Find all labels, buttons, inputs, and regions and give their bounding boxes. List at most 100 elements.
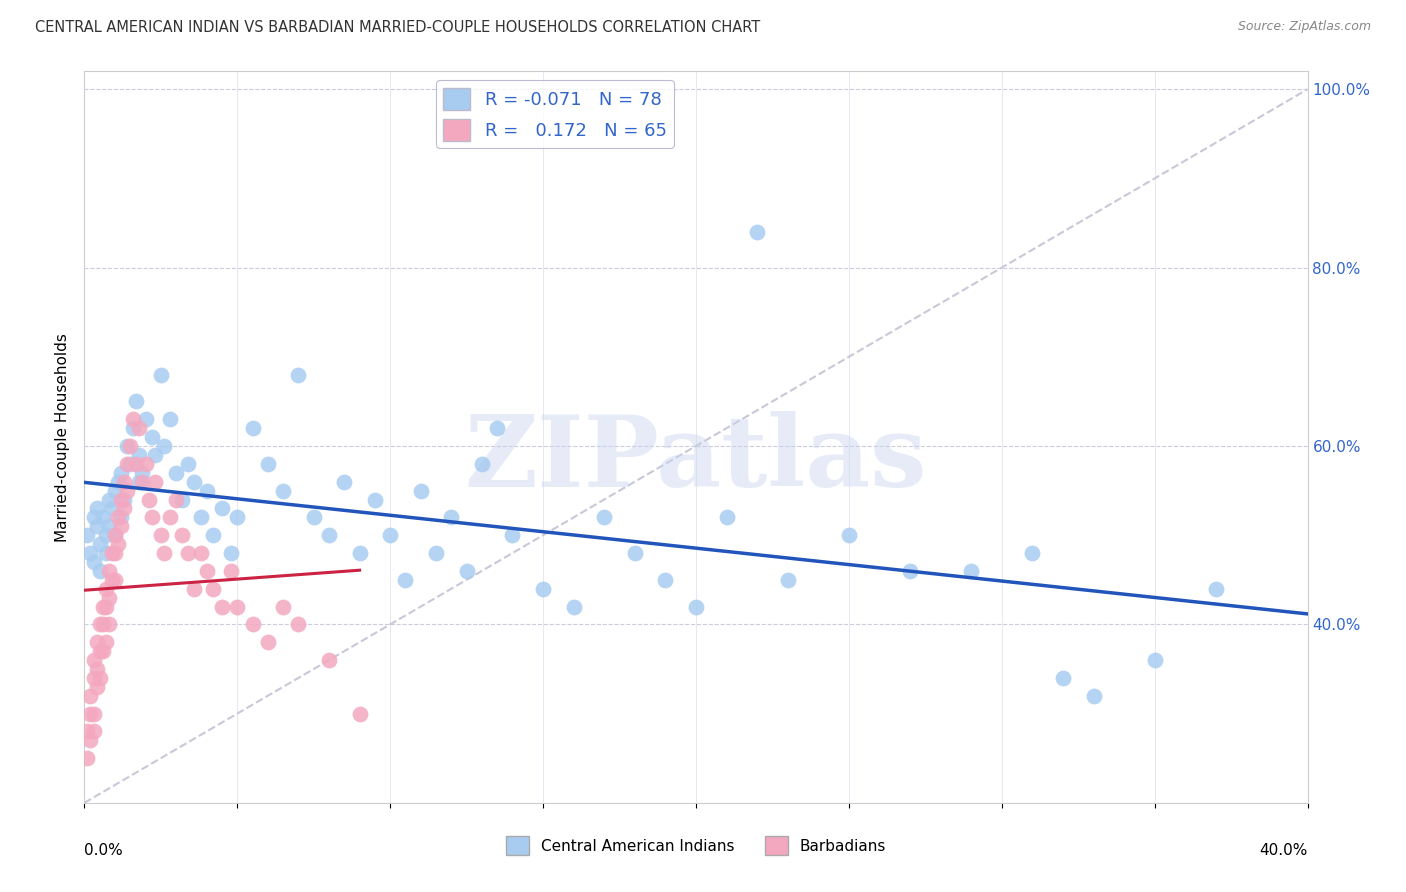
Point (89, 617, 111, 632)
Point (960, 564, 983, 578)
Point (83, 510, 105, 524)
Point (242, 421, 264, 435)
Point (471, 457, 494, 471)
Point (141, 430, 163, 444)
Legend: Central American Indians, Barbadians: Central American Indians, Barbadians (499, 830, 893, 861)
Point (195, 483, 218, 498)
Point (110, 466, 132, 480)
Point (153, 546, 176, 560)
Point (440, 510, 463, 524)
Point (125, 457, 148, 471)
Point (101, 573, 124, 587)
Point (183, 475, 205, 489)
Text: CENTRAL AMERICAN INDIAN VS BARBADIAN MARRIED-COUPLE HOUSEHOLDS CORRELATION CHART: CENTRAL AMERICAN INDIAN VS BARBADIAN MAR… (35, 20, 761, 35)
Point (110, 510, 132, 524)
Point (91, 617, 114, 632)
Point (1052, 671, 1074, 685)
Point (153, 439, 176, 453)
Point (135, 412, 157, 426)
Point (89, 537, 111, 551)
Point (141, 510, 163, 524)
Point (211, 501, 233, 516)
Point (128, 475, 150, 489)
Point (97, 492, 120, 507)
Point (159, 510, 181, 524)
Point (86, 519, 108, 533)
Point (226, 510, 249, 524)
Point (131, 475, 153, 489)
Point (79, 733, 101, 747)
Text: 0.0%: 0.0% (84, 843, 124, 858)
Point (86, 662, 108, 676)
Point (149, 528, 172, 542)
Point (183, 582, 205, 596)
Point (128, 448, 150, 462)
Point (318, 528, 340, 542)
Point (76, 751, 98, 765)
Point (226, 599, 249, 614)
Point (716, 510, 738, 524)
Point (219, 546, 242, 560)
Point (91, 599, 114, 614)
Point (1205, 582, 1227, 596)
Point (122, 412, 145, 426)
Point (83, 706, 105, 721)
Point (97, 564, 120, 578)
Point (409, 483, 432, 498)
Point (110, 492, 132, 507)
Point (89, 564, 111, 578)
Point (143, 475, 166, 489)
Point (107, 475, 129, 489)
Point (89, 644, 111, 658)
Y-axis label: Married-couple Households: Married-couple Households (55, 333, 70, 541)
Point (562, 599, 585, 614)
Point (1143, 653, 1166, 667)
Point (76, 528, 98, 542)
Point (257, 457, 280, 471)
Point (115, 439, 138, 453)
Point (201, 528, 224, 542)
Point (104, 573, 127, 587)
Point (115, 457, 138, 471)
Point (125, 394, 148, 409)
Point (79, 546, 101, 560)
Point (104, 546, 127, 560)
Point (135, 457, 157, 471)
Point (120, 439, 142, 453)
Point (115, 483, 138, 498)
Point (898, 564, 921, 578)
Point (94, 528, 117, 542)
Point (94, 582, 117, 596)
Point (776, 573, 799, 587)
Point (271, 483, 294, 498)
Point (91, 510, 114, 524)
Point (190, 510, 212, 524)
Point (91, 644, 114, 658)
Point (86, 680, 108, 694)
Point (364, 492, 387, 507)
Point (394, 573, 416, 587)
Point (219, 564, 242, 578)
Point (86, 635, 108, 649)
Point (128, 421, 150, 435)
Point (165, 466, 187, 480)
Point (318, 653, 340, 667)
Point (531, 582, 554, 596)
Point (94, 635, 117, 649)
Point (838, 528, 860, 542)
Point (685, 599, 707, 614)
Point (349, 546, 371, 560)
Point (287, 617, 309, 632)
Text: 40.0%: 40.0% (1260, 843, 1308, 858)
Text: Source: ZipAtlas.com: Source: ZipAtlas.com (1237, 20, 1371, 33)
Point (107, 510, 129, 524)
Point (287, 368, 309, 382)
Point (97, 591, 120, 605)
Point (333, 475, 356, 489)
Point (211, 599, 233, 614)
Point (190, 546, 212, 560)
Point (122, 421, 145, 435)
Point (104, 528, 127, 542)
Point (593, 510, 616, 524)
Point (149, 368, 172, 382)
